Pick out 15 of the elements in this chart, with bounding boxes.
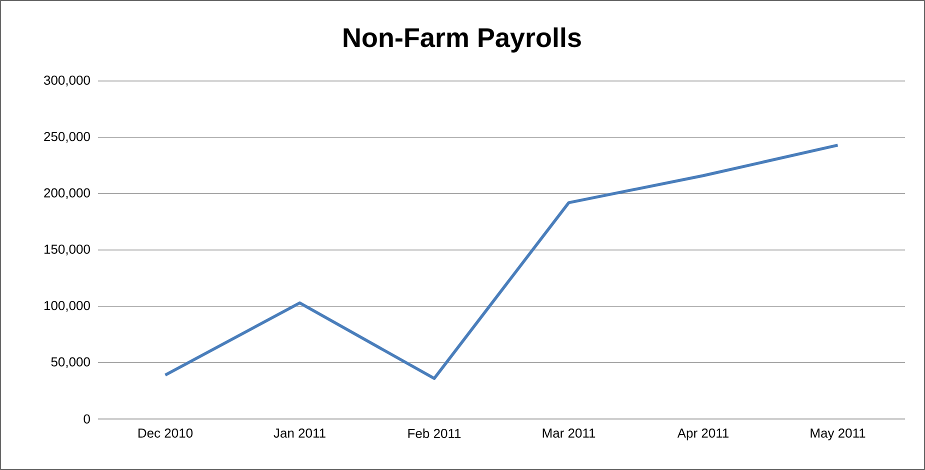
y-tick-label: 50,000 [51,357,90,368]
y-tick-label: 250,000 [44,132,90,143]
x-tick-label: Dec 2010 [138,428,193,438]
y-tick-label: 150,000 [44,244,90,256]
line-series [164,144,840,380]
x-tick-label: Jan 2011 [274,428,326,438]
x-tick-label: Mar 2011 [542,428,596,438]
y-tick-label: 200,000 [44,188,90,200]
x-tick-label: May 2011 [810,428,866,440]
y-tick-label: 0 [84,414,90,424]
y-tick-label: 300,000 [44,76,90,86]
y-tick-label: 100,000 [44,300,90,312]
x-tick-label: Feb 2011 [408,428,461,438]
chart-title: Non-Farm Payrolls [344,27,581,53]
x-tick-label: Apr 2011 [677,428,729,440]
